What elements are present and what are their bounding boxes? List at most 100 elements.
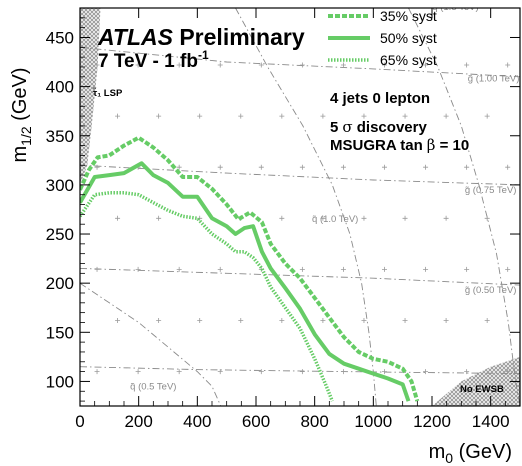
x-tick-label: 600 — [242, 412, 270, 431]
x-tick-label: 400 — [183, 412, 211, 431]
chart-subtitle: 7 TeV - 1 fb-1 — [98, 48, 209, 72]
scan-marker-31 — [279, 215, 285, 221]
annotation-jets: 4 jets 0 lepton — [330, 90, 430, 107]
scan-marker-39 — [299, 164, 305, 170]
mass-contours: q̃ (0.5 TeV) q̃ (1.0 TeV) q̃ (1.5 TeV) g̃ (… — [80, 8, 520, 406]
stau-lsp-region — [80, 8, 101, 185]
scan-marker-58 — [423, 266, 429, 272]
scan-marker-32 — [258, 164, 264, 170]
scan-marker-8 — [156, 318, 162, 324]
y-axis-label: m1/2 (GeV) — [9, 67, 34, 162]
scan-marker-1 — [115, 318, 121, 324]
scan-marker-44 — [340, 266, 346, 272]
subtitle-main: 7 TeV - 1 fb — [98, 51, 198, 72]
scan-marker-61 — [443, 113, 449, 119]
y-axis-label-unit: (GeV) — [9, 67, 31, 126]
scan-marker-60 — [423, 164, 429, 170]
chart-title: ATLAS Preliminary — [97, 24, 305, 50]
scan-marker-55 — [382, 62, 388, 68]
mass-contour-3 — [80, 366, 520, 375]
series-line-dotted — [80, 191, 334, 402]
scan-marker-9 — [135, 266, 141, 272]
scan-marker-42 — [340, 369, 346, 375]
scan-marker-54 — [402, 113, 408, 119]
x-axis-label-unit: (GeV) — [453, 441, 512, 463]
legend-label-dashed: 35% syst — [380, 8, 437, 24]
scan-marker-12 — [156, 113, 162, 119]
axis-ticks: 0 200 400 600 800 1000 1200 1400 100 150 200 250 300… — [46, 8, 521, 431]
scan-marker-0 — [94, 369, 100, 375]
x-tick-label: 1000 — [354, 412, 392, 431]
msugra-a: MSUGRA tan — [330, 137, 423, 154]
y-tick-label: 250 — [46, 225, 74, 244]
x-axis-label: m0 (GeV) — [429, 441, 512, 466]
scan-marker-23 — [217, 266, 223, 272]
scan-marker-28 — [258, 369, 264, 375]
y-tick-label: 150 — [46, 323, 74, 342]
scan-marker-33 — [279, 113, 285, 119]
mass-contour-label-4: g̃ (0.75 TeV) — [465, 185, 517, 196]
mass-contour-5 — [80, 164, 520, 186]
scan-marker-68 — [484, 113, 490, 119]
annotation-msugra: MSUGRA tan β = 10 — [330, 136, 469, 154]
discovery-b: discovery — [353, 119, 428, 136]
scan-marker-6 — [94, 62, 100, 68]
mass-contour-label-0: q̃ (0.5 TeV) — [130, 381, 177, 392]
mass-contour-6 — [80, 46, 520, 78]
series-lines — [80, 135, 420, 402]
no-ewsb-label: No EWSB — [460, 384, 504, 395]
scan-marker-14 — [176, 369, 182, 375]
scan-marker-46 — [340, 164, 346, 170]
scan-marker-37 — [299, 266, 305, 272]
excluded-regions — [80, 8, 520, 406]
scan-marker-26 — [238, 113, 244, 119]
scan-marker-65 — [464, 266, 470, 272]
scan-marker-56 — [423, 369, 429, 375]
scan-marker-40 — [320, 113, 326, 119]
scan-marker-36 — [320, 318, 326, 324]
y-axis-label-sub: 1/2 — [18, 126, 34, 146]
y-tick-label: 350 — [46, 127, 74, 146]
scan-marker-22 — [238, 318, 244, 324]
title-rest: Preliminary — [173, 24, 305, 50]
scan-marker-27 — [217, 62, 223, 68]
scan-marker-52 — [402, 215, 408, 221]
y-tick-label: 200 — [46, 274, 74, 293]
scan-marker-62 — [423, 62, 429, 68]
scan-marker-7 — [135, 369, 141, 375]
mass-contour-label-1: q̃ (1.0 TeV) — [312, 214, 359, 225]
scan-marker-50 — [402, 318, 408, 324]
y-axis-label-main: m — [9, 146, 31, 163]
scan-marker-45 — [361, 215, 367, 221]
scan-marker-2 — [94, 266, 100, 272]
scan-marker-51 — [382, 266, 388, 272]
no-ewsb-region — [432, 356, 520, 406]
scan-marker-29 — [279, 318, 285, 324]
scan-marker-57 — [443, 318, 449, 324]
scan-marker-17 — [197, 215, 203, 221]
scan-marker-72 — [505, 266, 511, 272]
legend-label-solid: 50% syst — [380, 30, 437, 46]
scan-marker-69 — [464, 62, 470, 68]
scan-marker-47 — [361, 113, 367, 119]
scan-marker-18 — [176, 164, 182, 170]
mass-contour-label-5: g̃ (1.00 TeV) — [468, 74, 520, 85]
x-tick-label: 800 — [300, 412, 328, 431]
scan-marker-15 — [197, 318, 203, 324]
x-axis-label-sub: 0 — [445, 450, 453, 466]
subtitle-sup: -1 — [198, 48, 209, 62]
scan-marker-76 — [505, 62, 511, 68]
plot-background — [80, 8, 520, 406]
scan-marker-41 — [299, 62, 305, 68]
scan-marker-3 — [115, 215, 121, 221]
mass-contour-2 — [408, 8, 520, 406]
x-tick-label: 1400 — [472, 412, 510, 431]
series-line-dashed — [80, 135, 420, 402]
x-tick-label: 1200 — [413, 412, 451, 431]
scan-marker-10 — [156, 215, 162, 221]
scan-marker-5 — [115, 113, 121, 119]
scan-markers — [94, 62, 511, 375]
scan-marker-38 — [320, 215, 326, 221]
